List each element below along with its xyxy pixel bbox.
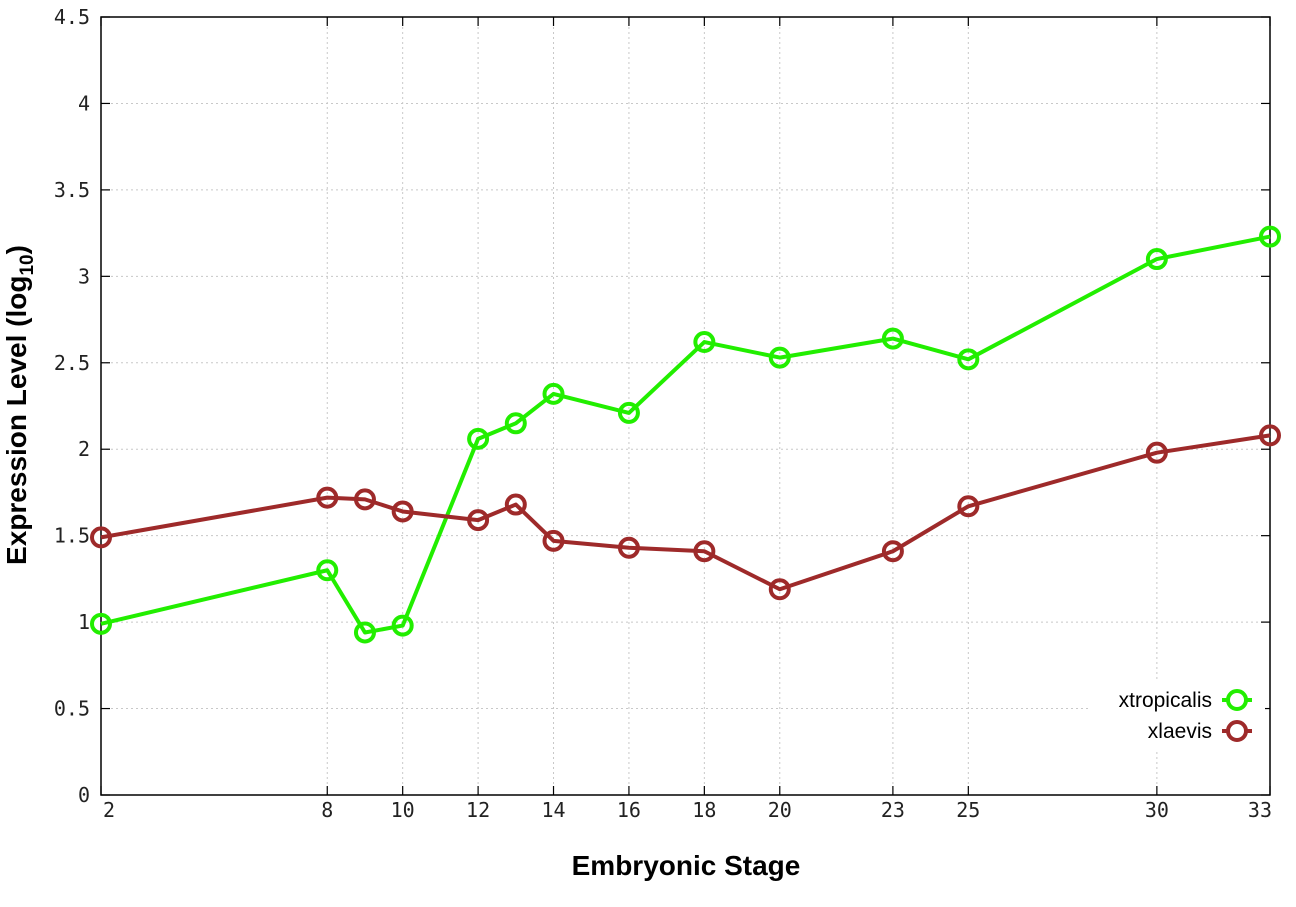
data-point-xtropicalis (467, 427, 490, 450)
series-line-xlaevis (100, 433, 1271, 592)
data-point-xtropicalis (957, 348, 980, 371)
y-tick-label: 3 (78, 264, 90, 288)
y-axis-title-subscript: 10 (17, 254, 38, 275)
data-point-xlaevis (881, 540, 904, 563)
legend-marker-xtropicalis (1226, 689, 1248, 711)
y-tick-label: 2 (78, 437, 90, 461)
series-line-xtropicalis (100, 234, 1271, 635)
x-tick-label: 2 (103, 798, 115, 822)
data-point-xtropicalis (391, 614, 414, 637)
data-point-xlaevis (617, 536, 640, 559)
x-tick-label: 12 (466, 798, 490, 822)
data-point-xlaevis (316, 486, 339, 509)
y-tick-label: 4.5 (54, 5, 90, 29)
legend-label-xtropicalis: xtropicalis (1119, 689, 1212, 712)
data-point-xlaevis (957, 495, 980, 518)
y-tick-label: 2.5 (54, 351, 90, 375)
x-tick-label: 10 (391, 798, 415, 822)
data-point-xlaevis (90, 526, 112, 549)
y-tick-label: 4 (78, 91, 90, 115)
data-point-xtropicalis (90, 612, 112, 635)
legend-marker-xlaevis (1226, 720, 1248, 742)
y-tick-label: 1.5 (54, 524, 90, 548)
y-tick-label: 0 (78, 783, 90, 807)
data-point-xlaevis (467, 509, 490, 532)
data-point-xtropicalis (316, 559, 339, 582)
x-tick-label: 20 (768, 798, 792, 822)
x-axis-title: Embryonic Stage (572, 850, 801, 881)
x-tick-label: 18 (692, 798, 716, 822)
y-tick-label: 0.5 (54, 697, 90, 721)
plot-frame (100, 16, 1271, 796)
data-point-xtropicalis (1259, 225, 1281, 248)
x-tick-label: 14 (541, 798, 565, 822)
x-tick-label: 33 (1248, 798, 1272, 822)
y-tick-label: 3.5 (54, 178, 90, 202)
data-point-xlaevis (391, 500, 414, 523)
y-axis-title-close: ) (1, 245, 32, 254)
data-point-xtropicalis (693, 331, 716, 354)
x-tick-label: 25 (956, 798, 980, 822)
x-tick-label: 30 (1145, 798, 1169, 822)
data-point-xlaevis (353, 488, 376, 511)
axis-ticks: 0 0.5 1 1.5 2 2.5 3 3.5 4 4.5 2 8 10 12 14 16 18 20 23 25 30… (54, 5, 1272, 822)
y-axis-title-main: Expression Level (log (1, 276, 32, 565)
grid-lines (101, 17, 1270, 795)
data-point-xtropicalis (881, 327, 904, 350)
x-tick-label: 8 (321, 798, 333, 822)
y-axis-title: Expression Level (log10) (1, 245, 38, 565)
data-point-xtropicalis (504, 412, 527, 435)
series-xlaevis (90, 424, 1281, 601)
data-point-xtropicalis (768, 346, 791, 369)
data-point-xlaevis (768, 578, 791, 601)
data-series (90, 225, 1281, 644)
data-point-xtropicalis (542, 382, 565, 405)
data-point-xtropicalis (353, 621, 376, 644)
data-point-xlaevis (1145, 441, 1168, 464)
x-tick-label: 16 (617, 798, 641, 822)
y-tick-label: 1 (78, 610, 90, 634)
data-point-xlaevis (693, 540, 716, 563)
legend: xtropicalis xlaevis (1090, 680, 1265, 750)
legend-label-xlaevis: xlaevis (1148, 720, 1212, 743)
data-point-xtropicalis (617, 401, 640, 424)
data-point-xlaevis (1259, 424, 1281, 447)
data-point-xlaevis (542, 529, 565, 552)
x-tick-label: 23 (881, 798, 905, 822)
data-point-xtropicalis (1145, 248, 1168, 271)
data-point-xlaevis (504, 493, 527, 516)
series-xtropicalis (90, 225, 1281, 644)
